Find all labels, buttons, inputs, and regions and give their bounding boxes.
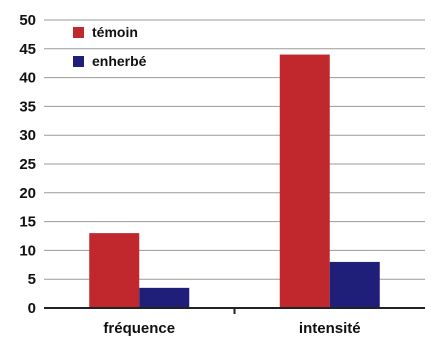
bars [89,54,380,309]
y-tick-label: 0 [28,300,36,317]
y-tick-label: 20 [19,185,36,202]
legend-swatch [73,27,84,38]
x-axis-categories: fréquence intensité [103,308,361,337]
bar-series1 [279,54,330,309]
legend-swatch [73,56,84,67]
y-tick-label: 35 [19,98,36,115]
y-tick-label: 5 [28,271,36,288]
y-tick-label: 25 [19,156,36,173]
y-tick-label: 40 [19,70,36,87]
legend-label: témoin [92,24,138,40]
bar-series1 [89,233,140,308]
legend: témoin enherbé [73,24,147,69]
y-axis-ticks: 0 5 10 15 20 25 30 35 40 45 50 [19,12,36,317]
x-category-label: fréquence [103,320,175,337]
legend-label: enherbé [92,53,147,69]
y-tick-label: 30 [19,127,36,144]
y-tick-label: 10 [19,242,36,259]
y-tick-label: 45 [19,41,36,58]
x-category-label: intensité [299,320,361,337]
bar-series2 [139,287,190,308]
y-tick-label: 15 [19,214,36,231]
bar-series2 [329,261,380,308]
y-tick-label: 50 [19,12,36,29]
